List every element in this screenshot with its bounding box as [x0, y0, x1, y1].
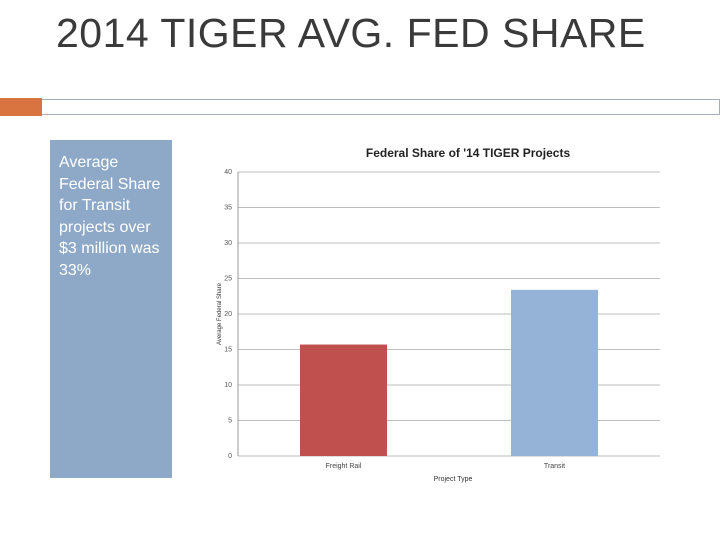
- bar-transit: [511, 289, 598, 456]
- title-divider-bar: [42, 99, 720, 115]
- y-tick-label: 25: [224, 276, 232, 283]
- y-tick-label: 30: [224, 240, 232, 247]
- x-tick-labels: Freight Rail Transit: [326, 463, 566, 470]
- callout-text: Average Federal Share for Transit projec…: [59, 154, 161, 279]
- x-tick-label: Transit: [544, 463, 565, 470]
- y-tick-label: 5: [228, 418, 232, 425]
- title-accent-square: [0, 98, 42, 116]
- y-tick-labels: 0 5 10 15 20 25 30 35 40: [224, 169, 232, 460]
- bar-chart: Federal Share of '14 TIGER Projects 0 5 10…: [217, 146, 660, 483]
- y-tick-label: 35: [224, 205, 232, 212]
- chart-title: Federal Share of '14 TIGER Projects: [366, 146, 571, 160]
- x-tick-label: Freight Rail: [326, 463, 362, 470]
- y-tick-label: 15: [224, 347, 232, 354]
- y-tick-label: 10: [224, 382, 232, 389]
- slide-title: 2014 TIGER AVG. FED SHARE: [56, 10, 646, 56]
- bars: [300, 289, 598, 456]
- bar-freight-rail: [300, 344, 387, 456]
- y-axis-label: Average Federal Share: [217, 282, 223, 345]
- y-tick-label: 0: [228, 453, 232, 460]
- y-tick-label: 20: [224, 311, 232, 318]
- x-axis-label: Project Type: [434, 476, 473, 483]
- y-tick-label: 40: [224, 169, 232, 176]
- callout-box: Average Federal Share for Transit projec…: [50, 140, 172, 478]
